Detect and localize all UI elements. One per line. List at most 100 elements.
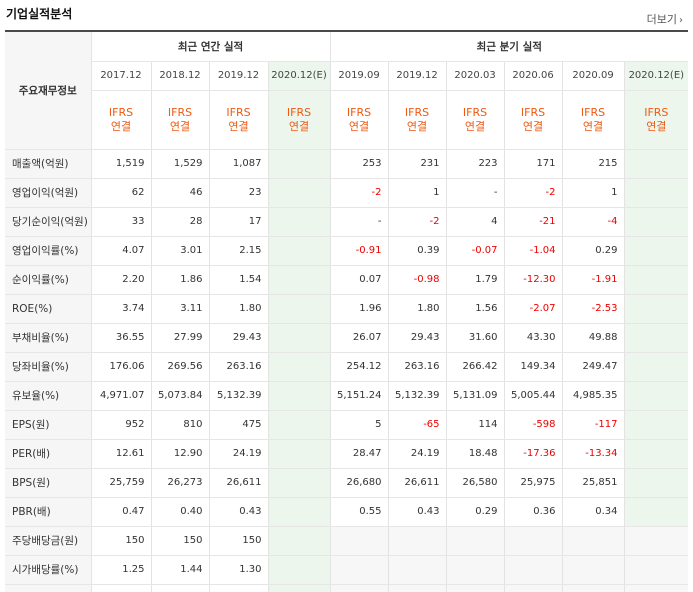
table-cell: 149.34 xyxy=(504,352,563,382)
table-cell xyxy=(268,381,331,411)
period-header: 2020.12(E) xyxy=(268,61,331,91)
table-cell: 29.43 xyxy=(388,322,447,353)
table-cell: -2 xyxy=(504,178,563,208)
table-cell xyxy=(562,584,625,592)
table-cell: 5,132.39 xyxy=(388,381,447,411)
period-header: 2019.09 xyxy=(329,61,389,91)
table-cell: 2.20 xyxy=(91,265,152,295)
table-cell xyxy=(268,497,331,527)
table-cell: 263.16 xyxy=(209,352,269,382)
table-row: 영업이익률(%) 4.07 3.01 2.15 -0.91 0.39 -0.07 -1.04 0… xyxy=(5,235,689,266)
table-cell xyxy=(624,265,689,295)
row-label: BPS(원) xyxy=(5,468,92,498)
table-cell: 5 xyxy=(329,409,389,440)
table-cell: 249.47 xyxy=(562,352,625,382)
more-label: 더보기 xyxy=(646,13,677,26)
table-cell: 49.88 xyxy=(562,322,625,353)
table-cell: 46 xyxy=(151,178,210,208)
label-header: 주요재무정보 xyxy=(5,31,92,150)
table-cell: 18.48 xyxy=(446,439,505,469)
table-cell: 12.90 xyxy=(151,439,210,469)
table-cell xyxy=(388,555,447,585)
table-cell: 27.99 xyxy=(151,322,210,353)
row-label: 시가배당률(%) xyxy=(5,555,92,585)
table-cell: 1.25 xyxy=(91,555,152,585)
table-cell xyxy=(268,265,331,295)
table-cell xyxy=(446,525,505,556)
table-cell: 17 xyxy=(209,207,269,237)
table-cell: -12.30 xyxy=(504,265,563,295)
table-cell: 1.80 xyxy=(388,294,447,324)
period-header: 2020.06 xyxy=(504,61,563,91)
table-cell: 1.54 xyxy=(209,265,269,295)
table-cell: 253 xyxy=(329,148,389,179)
table-cell: 1.80 xyxy=(209,294,269,324)
table-cell: 0.34 xyxy=(562,497,625,527)
table-cell: -598 xyxy=(504,409,563,440)
table-cell xyxy=(624,439,689,469)
table-cell xyxy=(388,584,447,592)
table-cell: 150 xyxy=(209,525,269,556)
table-cell xyxy=(624,322,689,353)
table-cell: 43.30 xyxy=(504,322,563,353)
table-cell: 176.06 xyxy=(91,352,152,382)
table-cell: 4,985.35 xyxy=(562,381,625,411)
table-cell: 223 xyxy=(446,148,505,179)
table-cell: 0.47 xyxy=(91,497,152,527)
table-cell: -0.91 xyxy=(329,235,389,266)
table-cell: 0.39 xyxy=(388,235,447,266)
table-cell xyxy=(446,555,505,585)
table-cell: -117 xyxy=(562,409,625,440)
table-cell: 475 xyxy=(209,409,269,440)
ifrs-label: IFRS 연결 xyxy=(209,90,269,150)
table-cell: 4,971.07 xyxy=(91,381,152,411)
table-cell: 2.15 xyxy=(209,235,269,266)
table-row: 영업이익(억원) 62 46 23 -2 1- -2 1 xyxy=(5,178,689,208)
period-header: 2019.12 xyxy=(388,61,447,91)
row-label: 부채비율(%) xyxy=(5,322,92,353)
table-cell: -2.07 xyxy=(504,294,563,324)
table-cell: 18.52 xyxy=(151,584,210,592)
more-link[interactable]: 더보기 › xyxy=(647,11,683,27)
table-cell xyxy=(624,294,689,324)
table-row: 당기순이익(억원) 33 28 17 - -2 4 -21 -4 xyxy=(5,207,689,237)
table-row: 부채비율(%) 36.55 27.99 29.43 26.07 29.43 31.60 43.… xyxy=(5,322,689,353)
section-title: 기업실적분석 xyxy=(6,7,73,21)
table-cell: 231 xyxy=(388,148,447,179)
table-cell: 25,975 xyxy=(504,468,563,498)
row-label: 순이익률(%) xyxy=(5,265,92,295)
row-label: 영업이익률(%) xyxy=(5,235,92,266)
period-header: 2019.12 xyxy=(209,61,269,91)
ifrs-label: IFRS 연결 xyxy=(268,90,331,150)
table-cell xyxy=(268,352,331,382)
table-cell xyxy=(504,555,563,585)
table-cell: 171 xyxy=(504,148,563,179)
table-cell: -4 xyxy=(562,207,625,237)
table-cell: 263.16 xyxy=(388,352,447,382)
table-cell xyxy=(504,525,563,556)
table-cell: 26,580 xyxy=(446,468,505,498)
table-cell: 0.29 xyxy=(446,497,505,527)
table-cell: 1,529 xyxy=(151,148,210,179)
row-label: 유보율(%) xyxy=(5,381,92,411)
table-cell: 0.36 xyxy=(504,497,563,527)
ifrs-label: IFRS 연결 xyxy=(504,90,563,150)
table-cell: 1 xyxy=(388,178,447,208)
table-cell: 5,073.84 xyxy=(151,381,210,411)
table-row: PBR(배) 0.47 0.40 0.43 0.55 0.43 0.29 0.36 0.34 xyxy=(5,497,689,527)
table-row: EPS(원) 952 810 475 5 -65 114 -598 -117 xyxy=(5,409,689,440)
table-cell: -1.04 xyxy=(504,235,563,266)
table-cell: 5,151.24 xyxy=(329,381,389,411)
row-label: PER(배) xyxy=(5,439,92,469)
table-cell: 114 xyxy=(446,409,505,440)
table-cell xyxy=(624,352,689,382)
table-cell: 1.56 xyxy=(446,294,505,324)
table-row: 시가배당률(%) 1.25 1.44 1.30 xyxy=(5,555,689,585)
table-cell xyxy=(624,178,689,208)
table-cell: 26,273 xyxy=(151,468,210,498)
ifrs-label: IFRS 연결 xyxy=(624,90,689,150)
table-cell: 150 xyxy=(151,525,210,556)
table-cell: 0.07 xyxy=(329,265,389,295)
table-row: 순이익률(%) 2.20 1.86 1.54 0.07 -0.98 1.79 -12.30 -1… xyxy=(5,265,689,295)
table-cell xyxy=(562,555,625,585)
